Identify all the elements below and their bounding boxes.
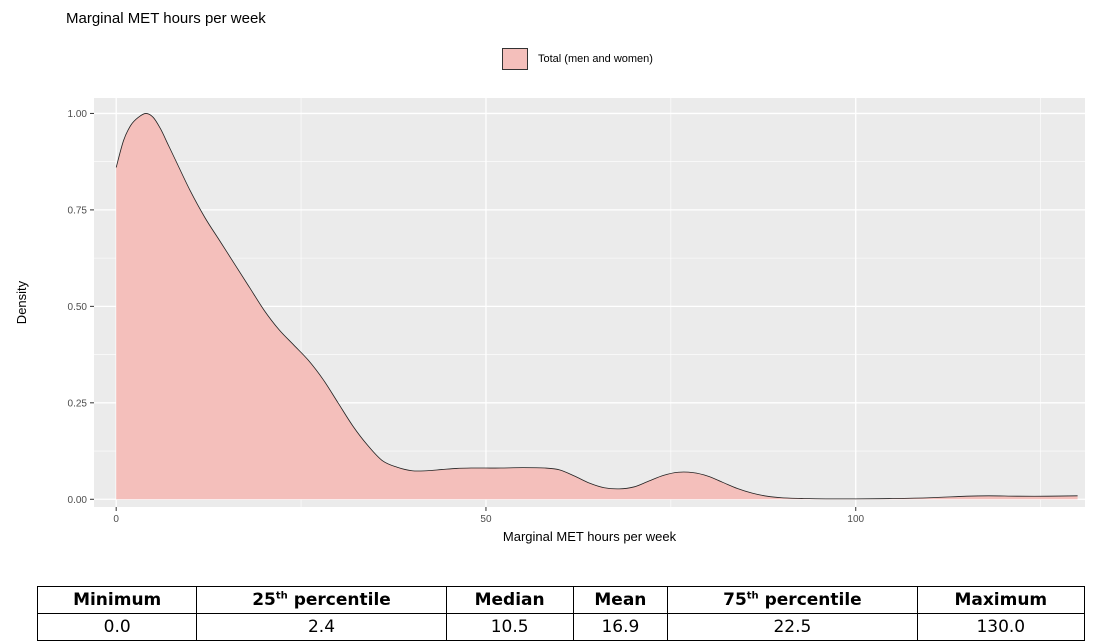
y-tick-label: 0.75 xyxy=(68,205,88,216)
table-header-row: Minimum 25th percentile Median Mean 75th… xyxy=(36,586,1086,614)
value-25th-percentile: 2.4 xyxy=(196,613,447,641)
legend-swatch xyxy=(502,48,528,70)
legend-label: Total (men and women) xyxy=(538,53,653,65)
density-area-0 xyxy=(116,113,1078,500)
header-median: Median xyxy=(445,586,574,614)
value-maximum: 130.0 xyxy=(916,613,1086,641)
y-tick-label: 1.00 xyxy=(68,109,88,120)
chart-title: Marginal MET hours per week xyxy=(66,10,266,27)
y-tick-label: 0.25 xyxy=(68,398,88,409)
density-line-0 xyxy=(115,113,1078,500)
legend: Total (men and women) xyxy=(502,48,653,70)
value-75th-percentile: 22.5 xyxy=(667,613,918,641)
header-minimum: Minimum xyxy=(36,586,198,614)
value-median: 10.5 xyxy=(445,613,574,641)
value-minimum: 0.0 xyxy=(36,613,198,641)
header-mean: Mean xyxy=(572,586,669,614)
x-tick-label: 0 xyxy=(113,514,119,525)
table-value-row: 0.0 2.4 10.5 16.9 22.5 130.0 xyxy=(36,613,1086,641)
summary-stats-table: Minimum 25th percentile Median Mean 75th… xyxy=(36,586,1086,641)
header-25th-percentile: 25th percentile xyxy=(196,586,447,614)
header-maximum: Maximum xyxy=(916,586,1086,614)
x-axis-title: Marginal MET hours per week xyxy=(503,529,677,544)
y-tick-label: 0.00 xyxy=(68,495,88,506)
density-chart: 0 50 100 0.00 0.25 0.50 0.75 1.00 Marginal MET h… xyxy=(14,98,1085,544)
x-tick-label: 100 xyxy=(847,514,864,525)
header-75th-percentile: 75th percentile xyxy=(667,586,918,614)
value-mean: 16.9 xyxy=(572,613,669,641)
y-axis-title: Density xyxy=(14,280,29,324)
x-tick-label: 50 xyxy=(480,514,492,525)
y-tick-label: 0.50 xyxy=(68,302,88,313)
